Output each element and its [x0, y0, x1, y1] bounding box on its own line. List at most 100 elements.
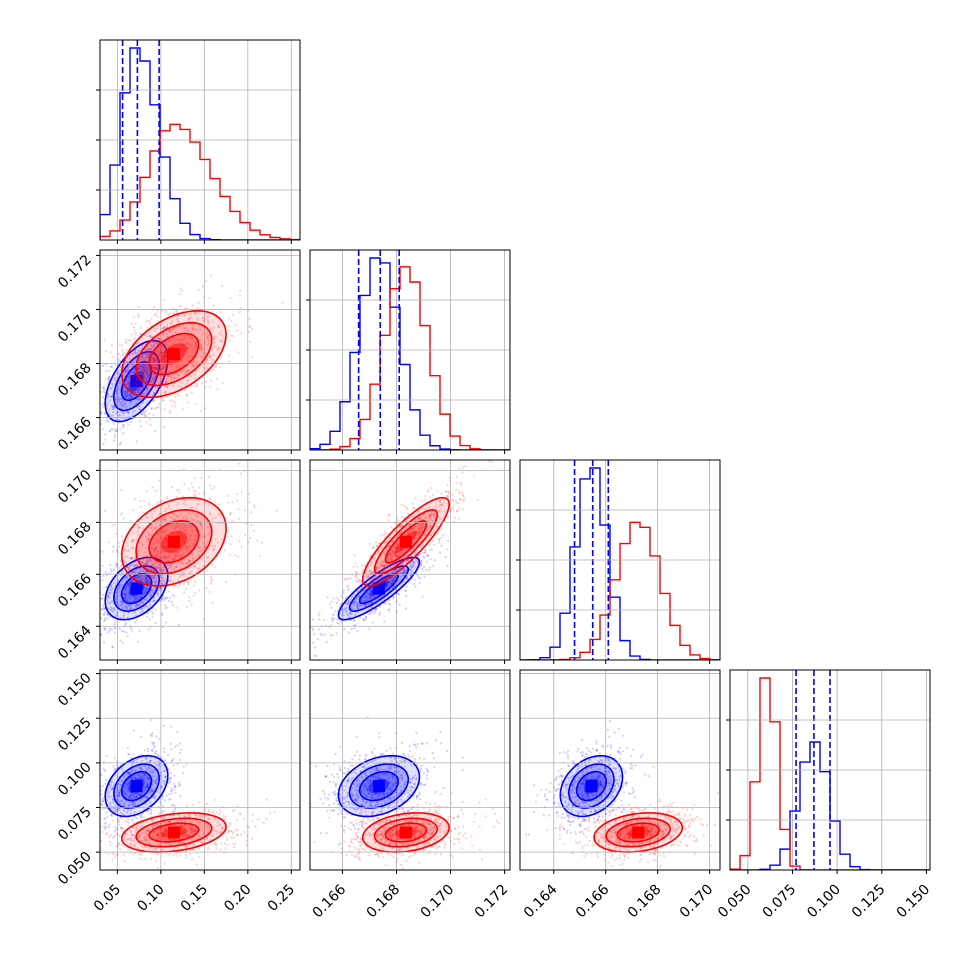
scatter-point [170, 485, 173, 489]
scatter-point [132, 409, 135, 413]
scatter-point [331, 618, 334, 621]
scatter-point [116, 603, 120, 606]
scatter-point [336, 609, 339, 613]
scatter-point [134, 621, 137, 624]
scatter-point [201, 285, 204, 288]
scatter-point [394, 553, 397, 556]
scatter-point [188, 512, 191, 516]
scatter-point [129, 563, 132, 567]
scatter-point [187, 487, 190, 490]
scatter-point [157, 551, 160, 554]
scatter-point [193, 542, 197, 545]
scatter-point [110, 590, 113, 593]
scatter-point [208, 503, 211, 507]
scatter-point [166, 564, 169, 567]
scatter-point [158, 337, 161, 340]
scatter-point [229, 543, 232, 546]
scatter-point [149, 334, 152, 337]
scatter-point [144, 580, 148, 583]
scatter-point [419, 563, 422, 566]
scatter-point [104, 495, 106, 497]
scatter-point [199, 328, 202, 331]
scatter-point [154, 342, 157, 345]
scatter-point [201, 332, 204, 335]
scatter-point [162, 724, 165, 727]
scatter-point [161, 518, 164, 521]
scatter-point [349, 619, 353, 622]
scatter-point [364, 615, 367, 618]
scatter-point [358, 578, 361, 581]
scatter-point [201, 511, 204, 514]
scatter-point [408, 566, 412, 569]
scatter-point [100, 607, 103, 611]
scatter-point [141, 544, 144, 547]
y-tick-label: 0.168 [55, 519, 95, 559]
scatter-point [227, 325, 230, 328]
scatter-point [200, 348, 203, 352]
scatter-point [143, 749, 147, 752]
scatter-point [140, 541, 143, 544]
scatter-point [145, 389, 148, 392]
scatter-point [183, 373, 187, 376]
scatter-point [142, 590, 146, 594]
scatter-point [185, 518, 188, 521]
scatter-point [367, 575, 370, 579]
scatter-point [136, 530, 139, 533]
scatter-point [423, 532, 427, 536]
scatter-point [168, 328, 171, 331]
scatter-point [129, 580, 132, 583]
scatter-point [165, 310, 168, 313]
scatter-point [433, 530, 436, 533]
scatter-point [206, 335, 209, 339]
scatter-point [344, 609, 347, 612]
scatter-point [114, 364, 117, 367]
scatter-point [159, 801, 162, 804]
scatter-point [432, 564, 435, 567]
scatter-point [201, 317, 205, 320]
scatter-point [109, 351, 112, 354]
scatter-point [143, 556, 146, 559]
scatter-point [377, 586, 380, 589]
scatter-point [158, 376, 162, 379]
scatter-point [172, 337, 175, 340]
scatter-point [161, 809, 164, 813]
scatter-point [188, 562, 191, 565]
scatter-point [182, 468, 185, 471]
scatter-point [117, 382, 120, 385]
scatter-point [149, 770, 152, 773]
scatter-point [202, 565, 205, 568]
scatter-point [120, 344, 123, 347]
scatter-point [391, 580, 394, 583]
scatter-point [391, 579, 395, 582]
scatter-point [112, 569, 115, 572]
scatter-point [159, 788, 162, 791]
scatter-point [175, 606, 178, 609]
scatter-point [132, 600, 135, 603]
scatter-point [159, 568, 162, 571]
scatter-point [163, 366, 166, 369]
scatter-point [102, 619, 106, 622]
scatter-point [126, 604, 130, 607]
scatter-point [113, 608, 116, 612]
scatter-point [379, 577, 382, 580]
scatter-point [138, 359, 141, 362]
scatter-point [140, 413, 144, 416]
scatter-point [119, 403, 122, 407]
scatter-point [367, 576, 370, 579]
scatter-point [429, 515, 432, 518]
scatter-point [123, 606, 126, 609]
scatter-point [497, 456, 499, 458]
scatter-point [129, 397, 133, 400]
scatter-point [149, 808, 153, 811]
scatter-point [227, 317, 231, 320]
scatter-point [350, 613, 353, 616]
scatter-point [311, 641, 315, 644]
y-tick-label: 0.172 [55, 252, 95, 292]
scatter-point [448, 491, 451, 494]
scatter-point [112, 405, 115, 408]
scatter-point [455, 510, 459, 513]
scatter-point [146, 588, 149, 592]
scatter-point [168, 554, 171, 557]
scatter-point [138, 397, 141, 401]
scatter-point [330, 600, 333, 603]
